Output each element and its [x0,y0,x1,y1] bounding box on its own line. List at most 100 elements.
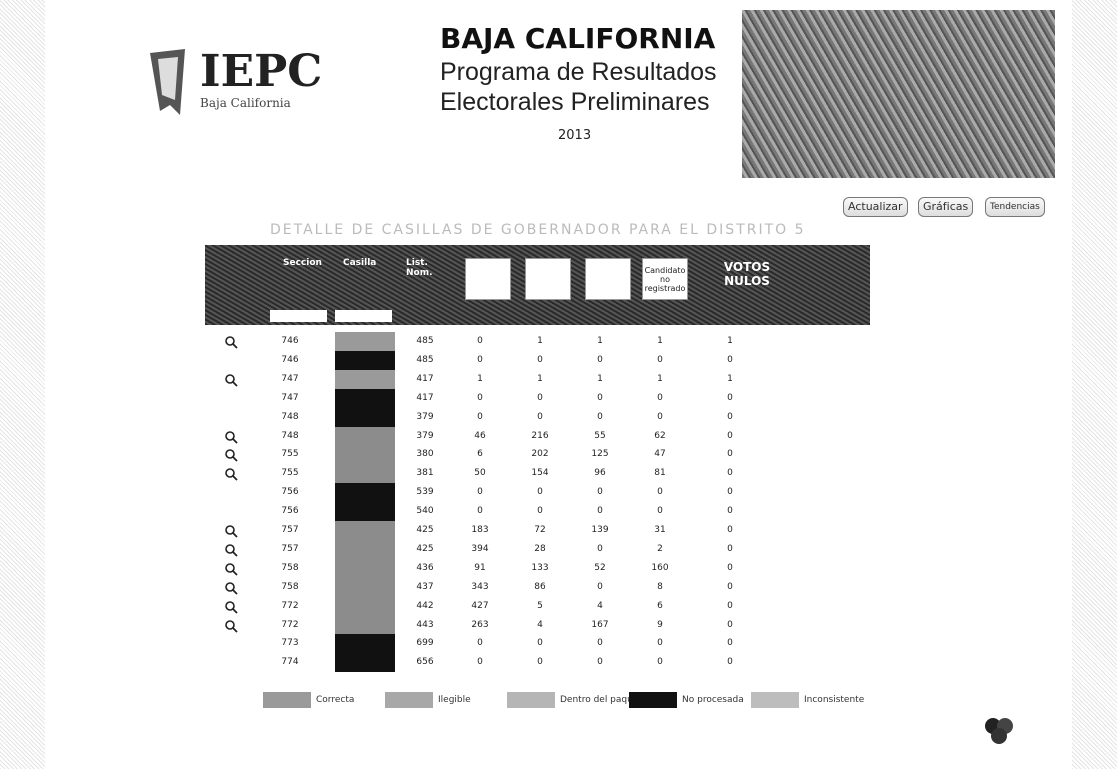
magnifier-icon[interactable] [224,447,238,461]
legend-swatch [751,692,799,708]
table-cell: 442 [400,601,450,611]
table-cell: 0 [455,412,505,422]
table-cell: 746 [265,355,315,365]
table-cell: 0 [705,449,755,459]
table-cell: 0 [635,412,685,422]
edge-pattern [1072,0,1117,769]
table-cell: 46 [455,431,505,441]
table-cell: 417 [400,374,450,384]
table-cell: 0 [705,601,755,611]
table-cell: 757 [265,525,315,535]
table-cell: 0 [515,412,565,422]
table-cell: 0 [515,393,565,403]
table-title: DETALLE DE CASILLAS DE GOBERNADOR PARA E… [270,222,870,238]
logo-title: IEPC [200,46,322,97]
table-cell: 774 [265,657,315,667]
table-cell: 183 [455,525,505,535]
party-logo [465,258,511,300]
table-cell: 772 [265,620,315,630]
table-cell: 0 [455,487,505,497]
table-cell: 6 [635,601,685,611]
table-cell: 202 [515,449,565,459]
table-cell: 380 [400,449,450,459]
table-cell: 1 [705,336,755,346]
magnifier-icon[interactable] [224,599,238,613]
table-cell: 427 [455,601,505,611]
table-cell: 0 [705,582,755,592]
legend-swatch [629,692,677,708]
table-cell: 773 [265,638,315,648]
table-cell: 0 [575,638,625,648]
header-photo [742,10,1055,178]
table-cell: 379 [400,431,450,441]
magnifier-icon[interactable] [224,580,238,594]
legend-swatch [507,692,555,708]
casilla-status [335,502,395,521]
table-cell: 0 [575,355,625,365]
table-cell: 0 [575,506,625,516]
legend-label: No procesada [682,695,744,705]
legend-swatch [385,692,433,708]
table-cell: 748 [265,412,315,422]
table-cell: 755 [265,449,315,459]
table-cell: 443 [400,620,450,630]
table-cell: 417 [400,393,450,403]
table-cell: 0 [705,525,755,535]
table-cell: 757 [265,544,315,554]
table-cell: 31 [635,525,685,535]
table-cell: 0 [455,393,505,403]
magnifier-icon[interactable] [224,372,238,386]
filter-input[interactable] [335,310,392,322]
magnifier-icon[interactable] [224,466,238,480]
table-cell: 394 [455,544,505,554]
table-cell: 0 [455,638,505,648]
table-cell: 47 [635,449,685,459]
party-logo [585,258,631,300]
table-cell: 160 [635,563,685,573]
table-cell: 139 [575,525,625,535]
table-cell: 0 [575,412,625,422]
table-cell: 436 [400,563,450,573]
button[interactable]: Gráficas [918,197,973,217]
magnifier-icon[interactable] [224,618,238,632]
table-cell: 0 [705,563,755,573]
table-cell: 1 [575,374,625,384]
table-cell: 437 [400,582,450,592]
table-cell: 52 [575,563,625,573]
magnifier-icon[interactable] [224,542,238,556]
party-logo [525,258,571,300]
casilla-status [335,464,395,483]
table-cell: 0 [515,657,565,667]
table-cell: 81 [635,468,685,478]
legend-swatch [263,692,311,708]
table-cell: 0 [705,506,755,516]
table-cell: 425 [400,525,450,535]
table-cell: 1 [515,374,565,384]
table-cell: 4 [515,620,565,630]
table-cell: 343 [455,582,505,592]
filter-input[interactable] [270,310,327,322]
legend-label: Inconsistente [804,695,864,705]
table-cell: 540 [400,506,450,516]
button[interactable]: Tendencias [985,197,1045,217]
table-cell: 756 [265,487,315,497]
table-cell: 758 [265,563,315,573]
legend-label: Correcta [316,695,354,705]
magnifier-icon[interactable] [224,334,238,348]
casilla-status [335,616,395,635]
table-cell: 772 [265,601,315,611]
table-cell: 263 [455,620,505,630]
table-cell: 133 [515,563,565,573]
magnifier-icon[interactable] [224,429,238,443]
table-cell: 656 [400,657,450,667]
table-cell: 0 [515,355,565,365]
magnifier-icon[interactable] [224,523,238,537]
magnifier-icon[interactable] [224,561,238,575]
table-cell: 0 [455,336,505,346]
legend-label: Ilegible [438,695,471,705]
table-cell: 0 [705,355,755,365]
table-cell: 0 [705,638,755,648]
table-cell: 0 [705,468,755,478]
table-cell: 485 [400,336,450,346]
button[interactable]: Actualizar [843,197,908,217]
